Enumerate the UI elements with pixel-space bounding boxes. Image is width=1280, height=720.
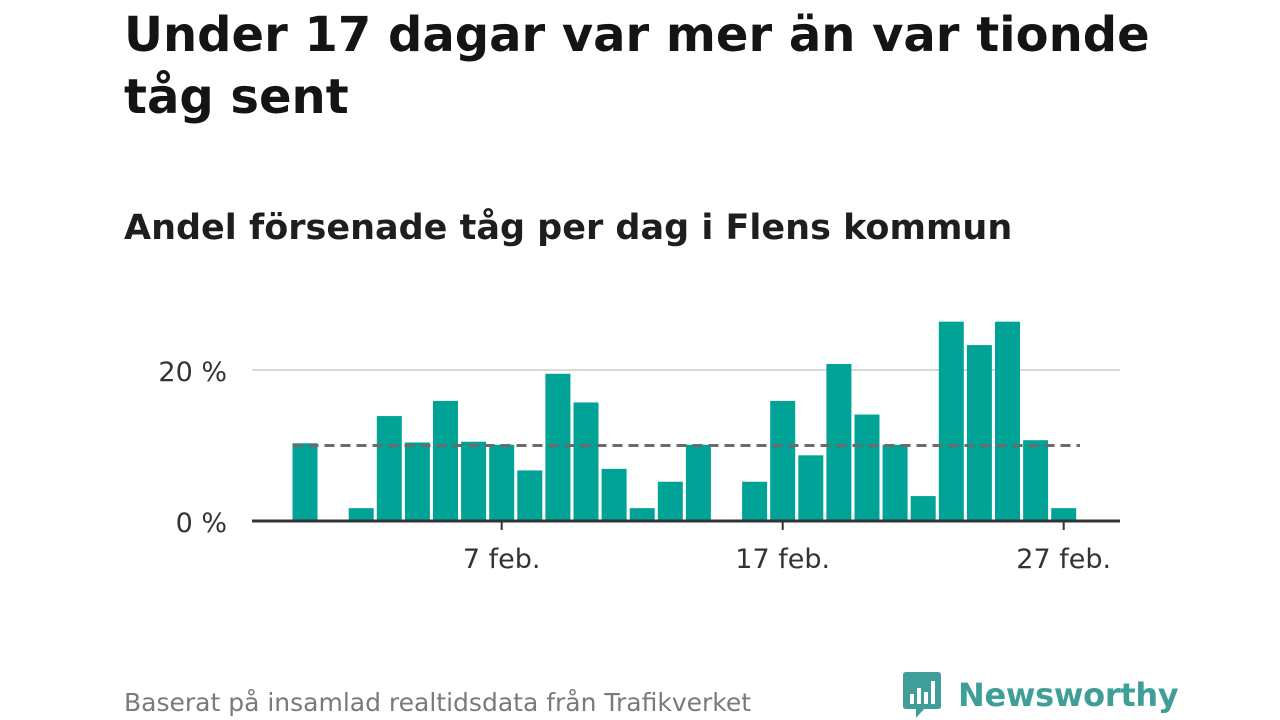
bar-7 [489, 444, 515, 521]
bar-11 [601, 468, 627, 521]
x-tick-label-2: 27 feb. [1016, 544, 1111, 575]
bar-25 [995, 321, 1020, 521]
bar-2 [348, 508, 374, 521]
bar-24 [966, 345, 992, 521]
bar-0 [292, 443, 318, 521]
source-note: Baserat på insamlad realtidsdata från Tr… [124, 688, 752, 717]
bar-17 [770, 400, 796, 521]
bar-20 [854, 414, 880, 521]
bar-5 [433, 400, 458, 521]
bar-23 [938, 321, 964, 521]
bar-12 [629, 508, 655, 521]
bar-4 [404, 442, 430, 521]
bar-9 [545, 373, 571, 521]
bar-18 [798, 455, 824, 521]
bar-27 [1051, 508, 1077, 521]
bar-6 [461, 441, 487, 521]
bar-21 [882, 444, 908, 521]
bar-22 [910, 496, 936, 521]
x-tick-label-1: 17 feb. [735, 544, 830, 575]
bar-16 [742, 481, 768, 521]
bar-13 [657, 481, 683, 521]
y-tick-label-1: 20 % [158, 357, 227, 388]
bar-3 [376, 416, 402, 521]
newsworthy-logo-text: Newsworthy [958, 676, 1179, 714]
newsworthy-logo-icon [903, 672, 941, 718]
newsworthy-logo: Newsworthy [902, 670, 1179, 720]
x-tick-label-0: 7 feb. [463, 544, 541, 575]
bar-14 [685, 444, 711, 521]
bar-19 [826, 363, 852, 521]
bar-8 [517, 470, 543, 521]
bar-26 [1023, 440, 1049, 521]
y-tick-label-0: 0 % [176, 508, 227, 539]
chart-title: Under 17 dagar var mer än var tionde tåg… [124, 7, 1150, 125]
chart-subtitle: Andel försenade tåg per dag i Flens komm… [124, 208, 1013, 248]
bar-10 [573, 402, 599, 521]
